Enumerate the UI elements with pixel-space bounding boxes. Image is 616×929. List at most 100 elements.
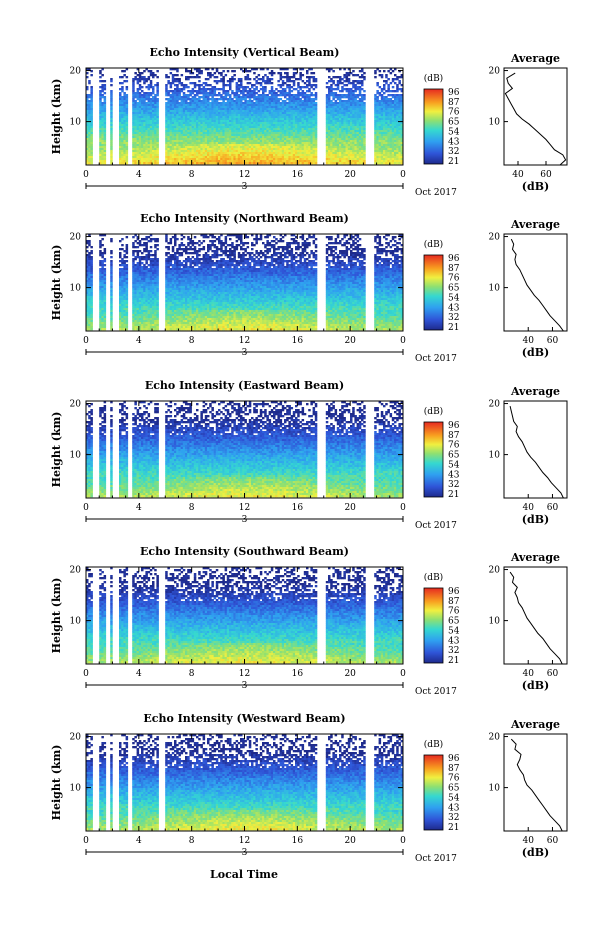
heatmap-cell (394, 98, 397, 100)
heatmap-cell (244, 102, 247, 104)
heatmap-cell (341, 78, 344, 80)
heatmap-cell (302, 100, 305, 102)
heatmap-cell (328, 98, 331, 100)
heatmap-cell (253, 92, 256, 94)
heatmap-cell (330, 84, 333, 86)
heatmap-cell (332, 106, 335, 108)
heatmap-cell (231, 80, 234, 82)
heatmap-cell (174, 102, 177, 104)
heatmap-cell (200, 90, 203, 92)
heatmap-cell (119, 76, 122, 78)
heatmap-cell (253, 108, 256, 110)
heatmap-cell (205, 78, 208, 80)
heatmap-cell (178, 106, 181, 108)
heatmap-cell (293, 102, 296, 104)
heatmap-cell (216, 98, 219, 100)
heatmap-cell (187, 104, 190, 106)
heatmap-cell (156, 102, 159, 104)
heatmap-cell (139, 92, 142, 94)
heatmap-cell (143, 104, 146, 106)
heatmap-cell (211, 90, 214, 92)
heatmap-cell (132, 90, 135, 92)
heatmap-cell (271, 72, 274, 74)
heatmap-cell (220, 96, 223, 98)
heatmap-cell (284, 100, 287, 102)
heatmap-cell (357, 106, 360, 108)
heatmap-cell (396, 86, 399, 88)
heatmap-cell (240, 86, 243, 88)
heatmap-cell (110, 84, 113, 86)
heatmap-cell (145, 104, 148, 106)
heatmap-cell (288, 86, 291, 88)
heatmap-cell (148, 70, 151, 72)
heatmap-cell (306, 72, 309, 74)
heatmap-cell (379, 92, 382, 94)
heatmap-cell (293, 108, 296, 110)
heatmap-cell (299, 104, 302, 106)
heatmap-cell (229, 108, 232, 110)
heatmap-cell (390, 90, 393, 92)
heatmap-cell (99, 96, 102, 98)
heatmap-cell (306, 86, 309, 88)
heatmap-cell (381, 88, 384, 90)
heatmap-cell (244, 108, 247, 110)
heatmap-cell (255, 96, 258, 98)
heatmap-cell (343, 100, 346, 102)
heatmap-cell (119, 108, 122, 110)
heatmap-cell (141, 72, 144, 74)
heatmap-cell (291, 98, 294, 100)
heatmap-cell (330, 106, 333, 108)
heatmap-cell (238, 102, 241, 104)
heatmap-cell (222, 92, 225, 94)
heatmap-cell (198, 104, 201, 106)
heatmap-cell (240, 98, 243, 100)
heatmap-cell (198, 84, 201, 86)
heatmap-cell (99, 80, 102, 82)
heatmap-cell (101, 110, 104, 112)
heatmap-cell (156, 104, 159, 106)
heatmap-cell (99, 98, 102, 100)
heatmap-cell (337, 104, 340, 106)
heatmap-cell (214, 92, 217, 94)
heatmap-cell (236, 108, 239, 110)
heatmap-cell (222, 86, 225, 88)
heatmap-cell (354, 104, 357, 106)
heatmap-cell (148, 92, 151, 94)
heatmap-cell (134, 76, 137, 78)
heatmap-cell (394, 100, 397, 102)
heatmap-cell (121, 70, 124, 72)
heatmap-cell (269, 100, 272, 102)
heatmap-cell (284, 92, 287, 94)
heatmap-cell (253, 102, 256, 104)
heatmap-cell (126, 88, 129, 90)
heatmap-cell (172, 96, 175, 98)
heatmap-cell (313, 100, 316, 102)
heatmap-cell (359, 76, 362, 78)
heatmap-cell (216, 88, 219, 90)
heatmap-cell (376, 98, 379, 100)
heatmap-cell (392, 70, 395, 72)
heatmap-cell (310, 94, 313, 96)
heatmap-cell (170, 84, 173, 86)
heatmap-cell (328, 88, 331, 90)
heatmap-cell (176, 74, 179, 76)
heatmap-cell (346, 108, 349, 110)
heatmap-cell (297, 104, 300, 106)
heatmap-cell (387, 86, 390, 88)
heatmap-cell (183, 102, 186, 104)
heatmap-cell (229, 86, 232, 88)
heatmap-cell (121, 96, 124, 98)
heatmap-cell (207, 74, 210, 76)
heatmap-cell (262, 108, 265, 110)
heatmap-cell (260, 78, 263, 80)
heatmap-cell (396, 108, 399, 110)
heatmap-cell (192, 92, 195, 94)
heatmap-cell (194, 102, 197, 104)
heatmap-cell (139, 104, 142, 106)
heatmap-cell (216, 76, 219, 78)
heatmap-cell (313, 102, 316, 104)
heatmap-cell (339, 108, 342, 110)
heatmap-cell (313, 80, 316, 82)
heatmap-cell (227, 90, 230, 92)
heatmap-cell (361, 106, 364, 108)
